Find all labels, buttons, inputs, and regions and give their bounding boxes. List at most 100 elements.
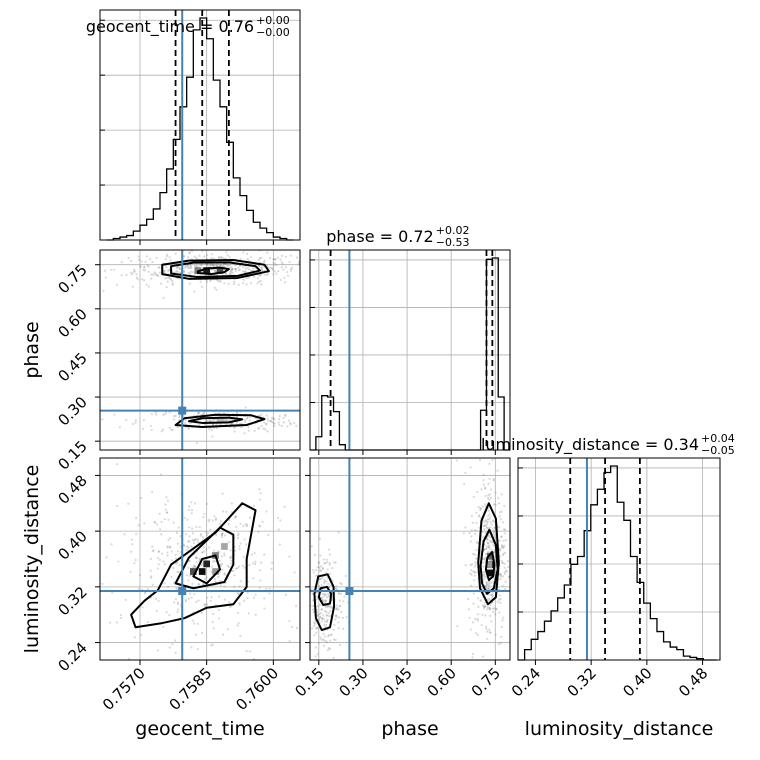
y-tick-label-phase: 0.30 xyxy=(54,393,90,429)
sample-point xyxy=(176,270,179,273)
sample-point xyxy=(345,616,348,619)
sample-point xyxy=(239,580,242,583)
sample-point xyxy=(338,643,342,647)
sample-point xyxy=(253,552,256,555)
sample-point xyxy=(469,564,472,567)
sample-point xyxy=(472,570,475,573)
sample-point xyxy=(501,521,505,524)
sample-point xyxy=(305,582,307,584)
sample-point xyxy=(193,565,196,568)
sample-point xyxy=(476,490,479,494)
sample-point xyxy=(487,526,490,530)
sample-point xyxy=(257,531,260,534)
sample-point xyxy=(211,423,214,426)
sample-point xyxy=(315,626,319,630)
sample-point xyxy=(212,257,215,260)
sample-point xyxy=(221,532,224,535)
sample-point xyxy=(472,592,475,595)
sample-point xyxy=(334,638,337,642)
sample-point xyxy=(492,478,495,481)
sample-point xyxy=(174,271,177,274)
sample-point xyxy=(246,417,249,420)
sample-point xyxy=(166,280,169,283)
sample-point xyxy=(230,422,233,425)
sample-point xyxy=(247,429,250,432)
sample-point xyxy=(500,625,503,629)
sample-point xyxy=(195,265,198,268)
sample-point xyxy=(237,283,240,286)
sample-point xyxy=(315,429,317,431)
sample-point xyxy=(486,538,489,541)
sample-point xyxy=(327,604,330,607)
sample-point xyxy=(262,260,266,264)
sample-point xyxy=(189,715,191,717)
sample-point xyxy=(220,520,223,523)
sample-point xyxy=(258,498,261,501)
density-bin xyxy=(198,568,206,575)
sample-point xyxy=(483,557,486,560)
sample-point xyxy=(187,427,190,430)
sample-point xyxy=(317,561,321,564)
sample-point xyxy=(203,550,206,553)
sample-point xyxy=(319,612,323,615)
sample-point xyxy=(183,516,186,520)
sample-point xyxy=(210,257,213,260)
sample-point xyxy=(215,423,218,426)
sample-point xyxy=(199,263,202,267)
sample-point xyxy=(329,647,332,651)
sample-point xyxy=(483,548,486,551)
sample-point xyxy=(260,561,263,564)
sample-point xyxy=(241,564,244,567)
sample-point xyxy=(318,613,321,616)
x-tick-label-geocent_time: 0.7600 xyxy=(232,664,282,714)
sample-point xyxy=(151,260,154,264)
sample-point xyxy=(276,256,280,259)
density-bin xyxy=(190,568,197,575)
sample-point xyxy=(218,264,222,267)
sample-point xyxy=(191,566,194,569)
sample-point xyxy=(162,560,165,563)
sample-point xyxy=(212,560,215,563)
sample-point xyxy=(248,268,251,271)
sample-point xyxy=(318,566,321,569)
sample-point xyxy=(196,274,199,277)
sample-point xyxy=(470,569,473,572)
sample-point xyxy=(327,635,330,638)
sample-point xyxy=(326,614,329,617)
sample-point xyxy=(143,266,146,269)
sample-point xyxy=(246,416,249,419)
sample-point xyxy=(336,607,339,610)
sample-point xyxy=(175,562,178,565)
sample-point xyxy=(194,556,197,560)
sample-point xyxy=(488,498,491,501)
sample-point xyxy=(482,479,485,482)
sample-point xyxy=(337,531,340,534)
sample-point xyxy=(479,507,483,510)
sample-point xyxy=(134,419,137,422)
sample-point xyxy=(258,414,261,418)
sample-point xyxy=(501,561,505,565)
sample-point xyxy=(163,563,166,566)
sample-point xyxy=(170,278,173,281)
sample-point xyxy=(166,276,169,279)
sample-point xyxy=(244,406,247,409)
sample-point xyxy=(239,522,242,525)
sample-point xyxy=(155,256,158,259)
scatter-panel-phase_vs_geocent_time xyxy=(95,249,317,455)
density-bin xyxy=(203,560,210,568)
sample-point xyxy=(220,555,223,558)
sample-point xyxy=(193,592,196,596)
sample-point xyxy=(226,564,229,567)
sample-point xyxy=(172,521,175,524)
sample-point xyxy=(313,622,317,626)
sample-point xyxy=(318,537,322,540)
sample-point xyxy=(236,624,239,627)
sample-point xyxy=(499,574,503,577)
sample-point xyxy=(485,627,488,630)
sample-point xyxy=(151,545,154,548)
contour-mid xyxy=(174,526,235,590)
sample-point xyxy=(263,597,266,600)
sample-point xyxy=(315,419,317,421)
sample-point xyxy=(245,674,247,676)
sample-point xyxy=(198,424,201,427)
